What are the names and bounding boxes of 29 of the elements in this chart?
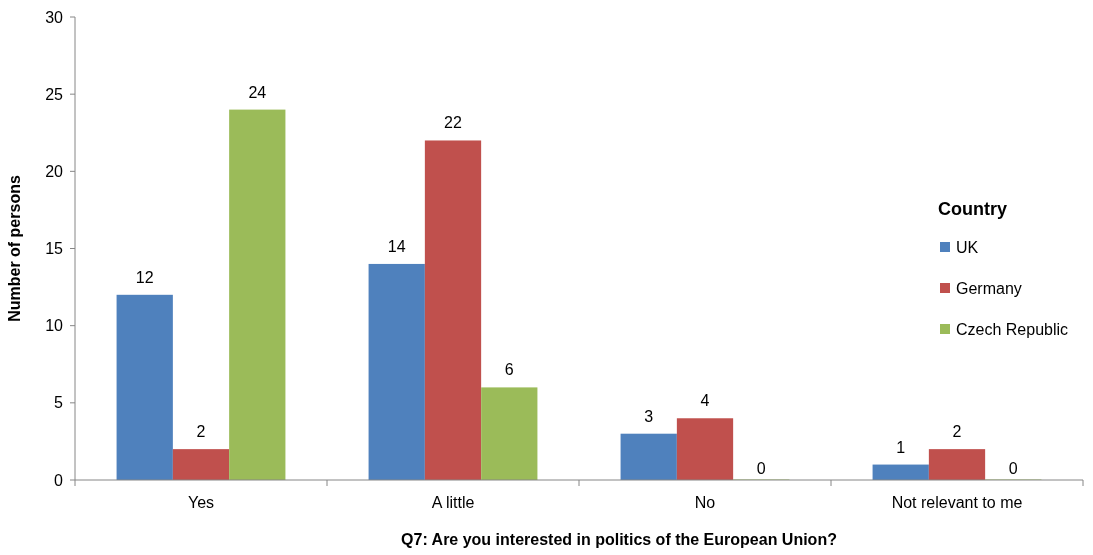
legend-title: Country: [938, 199, 1007, 219]
data-label: 14: [387, 237, 406, 255]
data-label: 2: [196, 423, 206, 441]
data-label: 6: [504, 361, 514, 379]
legend-label: UK: [956, 238, 979, 256]
y-tick-label: 20: [45, 162, 64, 180]
x-tick-label: No: [694, 494, 716, 511]
y-tick-label: 10: [45, 317, 64, 335]
x-tick-label: Yes: [187, 494, 215, 511]
y-axis-title: Number of persons: [6, 175, 23, 322]
y-tick-label: 5: [54, 394, 64, 412]
data-label: 12: [135, 268, 154, 286]
data-label: 1: [896, 438, 906, 456]
x-tick-label: Not relevant to me: [891, 494, 1023, 511]
data-label: 3: [644, 407, 654, 425]
y-tick-label: 15: [45, 240, 64, 258]
x-axis-title: Q7: Are you interested in politics of the European Union?: [401, 531, 837, 548]
data-label: 0: [1008, 460, 1018, 477]
data-label: 4: [700, 392, 710, 410]
y-tick-label: 30: [45, 8, 64, 26]
y-tick-label: 0: [54, 471, 64, 489]
data-label: 0: [756, 460, 766, 477]
legend-label: Germany: [956, 279, 1022, 297]
x-tick-label: A little: [431, 494, 475, 511]
data-label: 2: [952, 423, 962, 441]
y-tick-label: 25: [45, 85, 64, 103]
legend-label: Czech Republic: [956, 320, 1069, 338]
data-label: 24: [248, 83, 267, 101]
data-label: 22: [444, 114, 462, 132]
